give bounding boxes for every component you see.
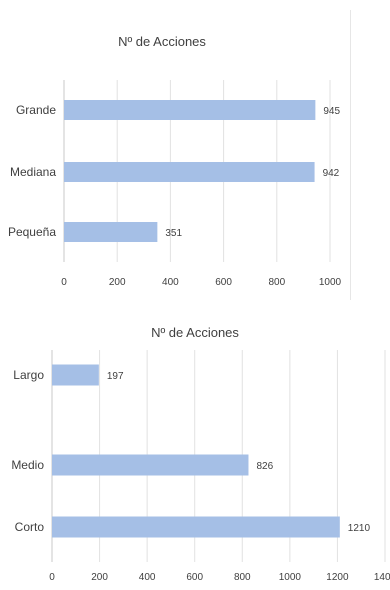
- chart-title: Nº de Acciones: [118, 34, 206, 49]
- bars: [64, 100, 316, 242]
- x-tick-label: 200: [109, 277, 126, 288]
- category-labels: Grande Mediana Pequeña: [8, 103, 56, 239]
- data-labels: 197 826 1210: [107, 371, 371, 534]
- x-tick-labels: 0 200 400 600 800 1000 1200 1400: [49, 572, 390, 583]
- category-label: Pequeña: [8, 225, 56, 239]
- x-tick-label: 800: [234, 572, 251, 583]
- chart-title: Nº de Acciones: [151, 325, 239, 340]
- bars: [52, 364, 340, 538]
- data-label: 942: [323, 168, 340, 179]
- x-tick-label: 400: [162, 277, 179, 288]
- bar-pequeña: [64, 222, 158, 242]
- data-label: 826: [256, 461, 273, 472]
- chart-svg: Nº de Acciones 945 942 351 Grande Mediana Pe…: [8, 34, 342, 288]
- bar-corto: [52, 516, 340, 538]
- data-labels: 945 942 351: [165, 106, 340, 239]
- x-tick-labels: 0 200 400 600 800 1000: [61, 277, 341, 288]
- data-label: 197: [107, 371, 124, 382]
- category-label: Corto: [15, 520, 45, 534]
- x-tick-label: 400: [139, 572, 156, 583]
- category-label: Grande: [16, 103, 56, 117]
- x-tick-label: 1400: [374, 572, 390, 583]
- chart-acciones-tamano: Nº de Acciones 945 942 351 Grande Mediana Pe…: [8, 34, 342, 288]
- x-tick-label: 600: [215, 277, 232, 288]
- bar-grande: [64, 100, 316, 120]
- bar-mediana: [64, 162, 315, 182]
- data-label: 1210: [348, 523, 371, 534]
- data-label: 945: [323, 106, 340, 117]
- chart-svg: Nº de Acciones 197 826 1210 Largo Medio Cort…: [11, 325, 390, 583]
- chart-acciones-plazo: Nº de Acciones 197 826 1210 Largo Medio Cort…: [0, 300, 390, 585]
- x-tick-label: 1200: [326, 572, 349, 583]
- data-label: 351: [165, 228, 182, 239]
- x-tick-label: 600: [186, 572, 203, 583]
- x-tick-label: 0: [61, 277, 67, 288]
- bar-largo: [52, 364, 99, 386]
- x-tick-label: 1000: [319, 277, 342, 288]
- chart-divider: [350, 10, 351, 300]
- x-tick-label: 1000: [279, 572, 302, 583]
- category-label: Medio: [11, 458, 44, 472]
- category-label: Mediana: [10, 165, 56, 179]
- bar-medio: [52, 454, 249, 476]
- x-tick-label: 0: [49, 572, 55, 583]
- category-labels: Largo Medio Corto: [11, 368, 44, 534]
- x-tick-label: 800: [268, 277, 285, 288]
- x-tick-label: 200: [91, 572, 108, 583]
- category-label: Largo: [13, 368, 44, 382]
